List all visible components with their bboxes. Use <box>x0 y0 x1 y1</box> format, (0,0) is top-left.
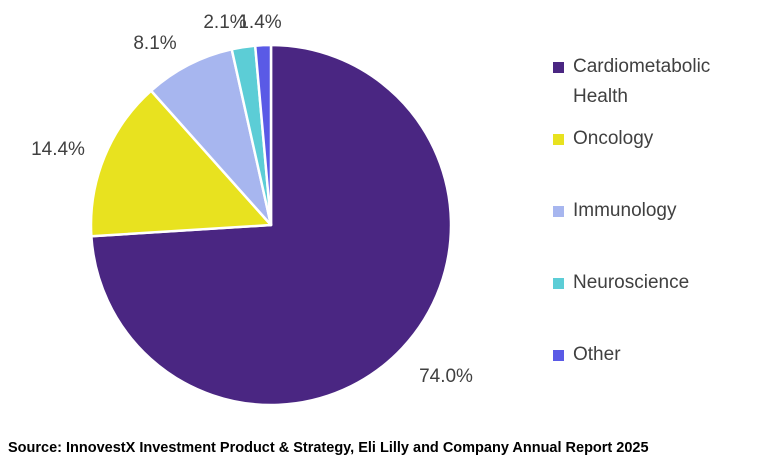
legend-item-cardiometabolic-health: Cardiometabolic Health <box>553 52 753 112</box>
legend-label-immunology: Immunology <box>573 200 677 221</box>
legend-item-neuroscience: Neuroscience <box>553 268 753 298</box>
pie-slice-oncology <box>89 89 273 238</box>
legend-item-other: Other <box>553 340 753 370</box>
legend-label-oncology: Oncology <box>573 128 654 149</box>
legend-label-cardiometabolic-health: Cardiometabolic Health <box>573 56 711 107</box>
legend-swatch-immunology <box>553 206 564 217</box>
legend-label-neuroscience: Neuroscience <box>573 272 690 293</box>
legend-item-oncology: Oncology <box>553 124 753 154</box>
data-label-neuroscience: 2.1% <box>203 12 246 33</box>
data-label-other: 1.4% <box>238 12 281 33</box>
legend-swatch-neuroscience <box>553 278 564 289</box>
pie-slice-other <box>253 43 273 227</box>
source-note: Source: InnovestX Investment Product & S… <box>8 440 649 456</box>
legend-swatch-other <box>553 350 564 361</box>
legend-swatch-cardiometabolic-health <box>553 62 564 73</box>
data-label-immunology: 8.1% <box>133 33 176 54</box>
legend-swatch-oncology <box>553 134 564 145</box>
data-label-oncology: 14.4% <box>31 139 85 160</box>
legend-item-immunology: Immunology <box>553 196 753 226</box>
legend-label-other: Other <box>573 344 621 365</box>
data-label-cardiometabolic-health: 74.0% <box>419 366 473 387</box>
